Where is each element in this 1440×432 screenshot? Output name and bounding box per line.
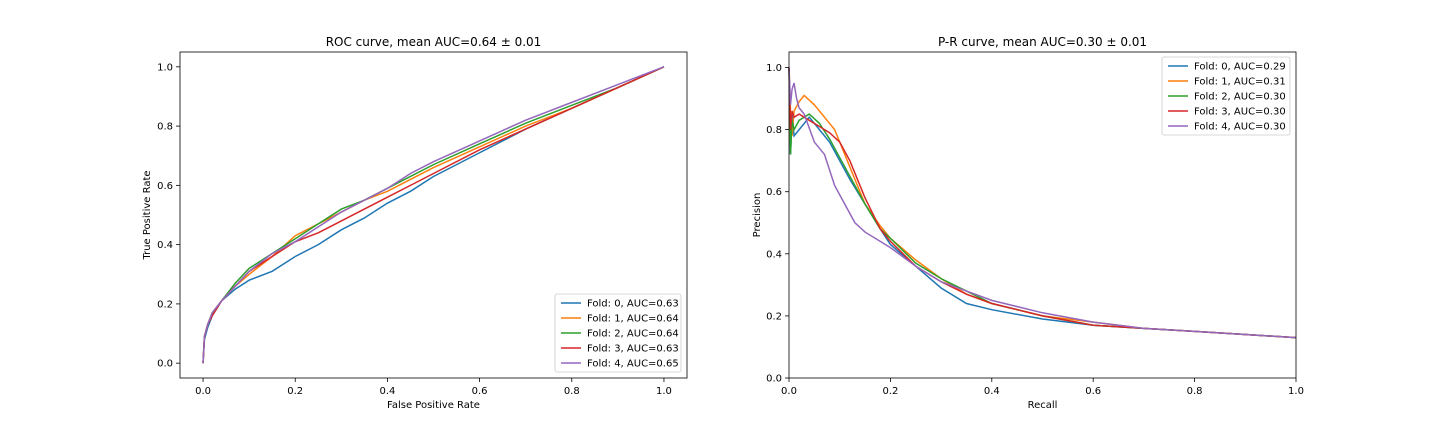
roc-x-tick-label: 0.4 — [379, 386, 395, 397]
roc-curve-fold-4 — [202, 66, 665, 364]
roc-curves — [202, 66, 665, 364]
pr-y-tick-label: 0.8 — [766, 125, 782, 136]
pr-curve-fold-3 — [788, 67, 1297, 339]
roc-panel: ROC curve, mean AUC=0.64 ± 0.01 0.0 0.2 0.… — [142, 35, 688, 411]
roc-y-tick-label: 0.2 — [157, 299, 173, 310]
pr-x-tick-label: 0.2 — [882, 386, 898, 397]
roc-x-ticks: 0.0 0.2 0.4 0.6 0.8 1.0 — [195, 378, 672, 397]
roc-curve-fold-3 — [202, 66, 665, 364]
pr-x-axis-label: Recall — [1028, 400, 1058, 411]
roc-y-tick-label: 0.4 — [157, 240, 173, 251]
roc-x-tick-label: 1.0 — [656, 386, 672, 397]
roc-x-tick-label: 0.0 — [195, 386, 211, 397]
pr-x-tick-label: 0.0 — [781, 386, 797, 397]
roc-legend-label: Fold: 1, AUC=0.64 — [587, 314, 679, 325]
pr-x-ticks: 0.0 0.2 0.4 0.6 0.8 1.0 — [781, 378, 1304, 397]
pr-legend-box — [1161, 56, 1291, 136]
roc-y-axis-label: True Positive Rate — [142, 170, 153, 260]
pr-x-tick-label: 0.4 — [984, 386, 1000, 397]
pr-x-tick-label: 0.8 — [1187, 386, 1203, 397]
pr-y-axis-label: Precision — [752, 193, 763, 238]
pr-y-tick-label: 0.6 — [766, 187, 782, 198]
pr-axes-frame — [788, 51, 1297, 379]
roc-title: ROC curve, mean AUC=0.64 ± 0.01 — [326, 35, 542, 49]
pr-panel: P-R curve, mean AUC=0.30 ± 0.01 0.0 0.2 0.… — [752, 35, 1304, 411]
pr-x-tick-label: 1.0 — [1288, 386, 1304, 397]
pr-y-tick-label: 0.0 — [766, 374, 782, 385]
roc-y-tick-label: 0.8 — [157, 122, 173, 133]
pr-curves — [788, 67, 1297, 339]
roc-legend: Fold: 0, AUC=0.63 Fold: 1, AUC=0.64 Fold: … — [554, 293, 682, 373]
roc-legend-items: Fold: 0, AUC=0.63 Fold: 1, AUC=0.64 Fold: … — [561, 299, 679, 370]
roc-legend-box — [554, 293, 682, 373]
pr-y-ticks: 0.0 0.2 0.4 0.6 0.8 1.0 — [766, 63, 789, 385]
pr-title: P-R curve, mean AUC=0.30 ± 0.01 — [938, 35, 1147, 49]
pr-legend: Fold: 0, AUC=0.29 Fold: 1, AUC=0.31 Fold: … — [1161, 56, 1291, 136]
roc-x-tick-label: 0.6 — [472, 386, 488, 397]
pr-y-tick-label: 0.2 — [766, 311, 782, 322]
roc-y-tick-label: 1.0 — [157, 62, 173, 73]
roc-y-tick-label: 0.0 — [157, 359, 173, 370]
roc-x-tick-label: 0.8 — [564, 386, 580, 397]
pr-legend-label: Fold: 1, AUC=0.31 — [1194, 77, 1286, 88]
roc-y-ticks: 0.0 0.2 0.4 0.6 0.8 1.0 — [157, 62, 180, 370]
pr-legend-items: Fold: 0, AUC=0.29 Fold: 1, AUC=0.31 Fold: … — [1168, 62, 1286, 133]
pr-y-tick-label: 0.4 — [766, 249, 782, 260]
pr-y-tick-label: 1.0 — [766, 63, 782, 74]
pr-legend-label: Fold: 0, AUC=0.29 — [1194, 62, 1286, 73]
roc-legend-label: Fold: 2, AUC=0.64 — [587, 329, 679, 340]
roc-legend-label: Fold: 4, AUC=0.65 — [587, 359, 679, 370]
roc-legend-label: Fold: 3, AUC=0.63 — [587, 344, 679, 355]
roc-axes-frame — [179, 51, 688, 379]
roc-y-tick-label: 0.6 — [157, 181, 173, 192]
roc-x-tick-label: 0.2 — [287, 386, 303, 397]
pr-x-tick-label: 0.6 — [1085, 386, 1101, 397]
pr-curve-fold-4 — [788, 67, 1297, 339]
pr-legend-label: Fold: 3, AUC=0.30 — [1194, 107, 1286, 118]
pr-legend-label: Fold: 4, AUC=0.30 — [1194, 122, 1286, 133]
roc-x-axis-label: False Positive Rate — [387, 400, 480, 411]
roc-legend-label: Fold: 0, AUC=0.63 — [587, 299, 679, 310]
pr-legend-label: Fold: 2, AUC=0.30 — [1194, 92, 1286, 103]
